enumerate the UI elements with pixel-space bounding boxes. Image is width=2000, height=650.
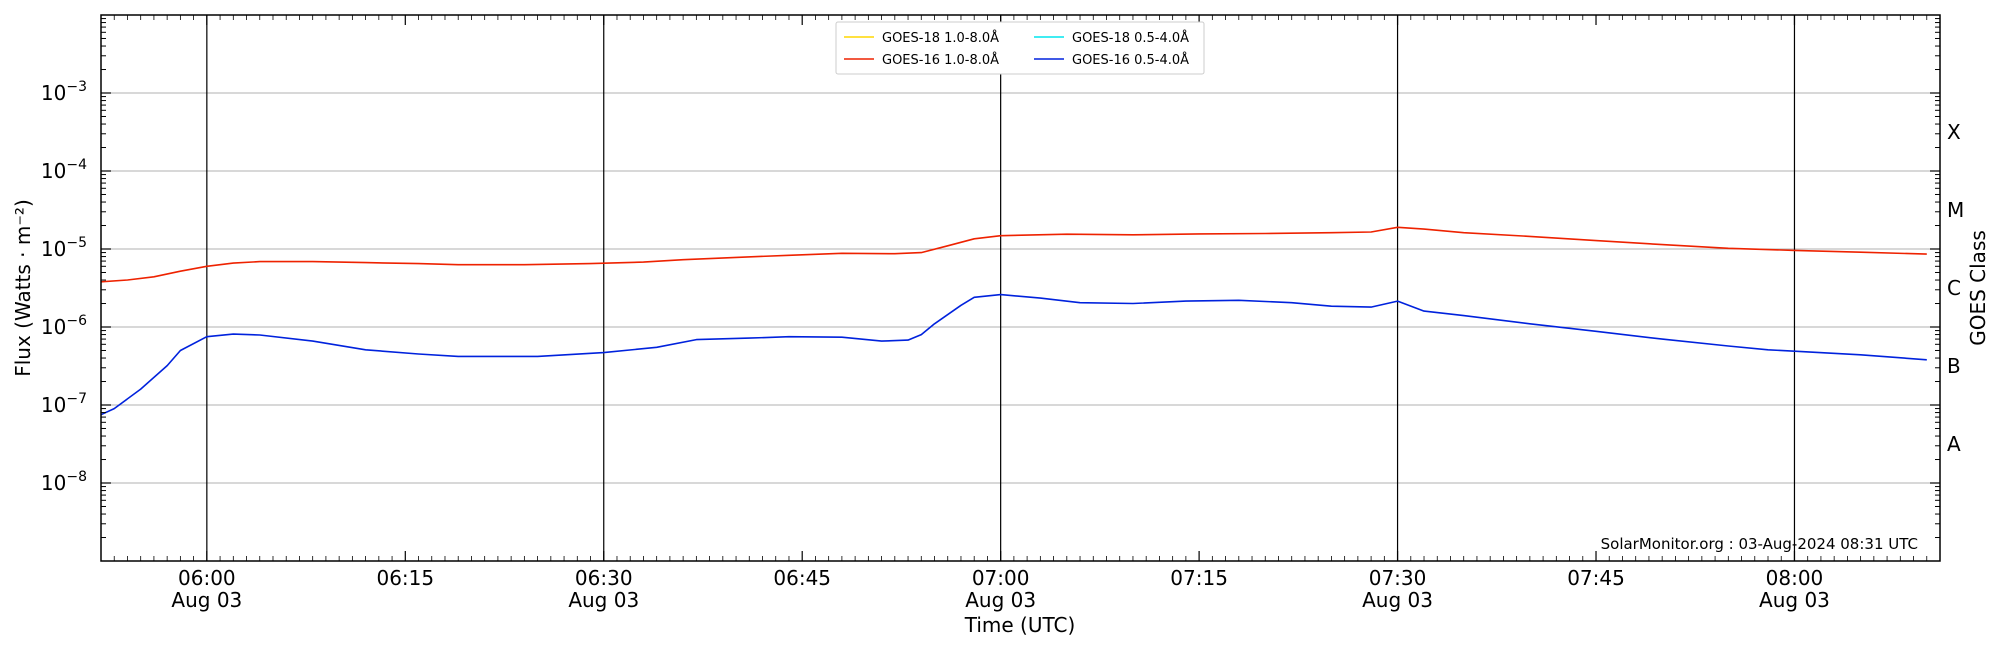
- flux-series: [100, 226, 1927, 416]
- grid-lines: [101, 92, 1940, 484]
- y-tick-label: 10−6: [41, 313, 87, 339]
- x-tick-date-label: Aug 03: [1362, 588, 1433, 612]
- axis-ticks: [100, 15, 1941, 561]
- x-tick-label: 07:30: [1369, 566, 1427, 590]
- x-tick-date-label: Aug 03: [171, 588, 242, 612]
- x-tick-date-label: Aug 03: [1759, 588, 1830, 612]
- credit-text: SolarMonitor.org : 03-Aug-2024 08:31 UTC: [1601, 535, 1918, 553]
- x-tick-label: 08:00: [1766, 566, 1824, 590]
- y-tick-label: 10−4: [41, 157, 87, 183]
- x-tick-label: 07:00: [972, 566, 1030, 590]
- legend-label: GOES-18 0.5-4.0Å: [1072, 30, 1189, 46]
- series-line: [100, 293, 1927, 416]
- legend-label: GOES-18 1.0-8.0Å: [882, 30, 999, 46]
- x-tick-label: 06:15: [376, 566, 434, 590]
- y-tick-label: 10−7: [41, 391, 87, 417]
- y-tick-label: 10−5: [41, 235, 87, 261]
- x-tick-date-label: Aug 03: [568, 588, 639, 612]
- goes-class-label: X: [1947, 120, 1961, 144]
- legend-label: GOES-16 0.5-4.0Å: [1072, 52, 1189, 68]
- day-boundary-lines: [206, 15, 1796, 561]
- x-tick-label: 07:45: [1567, 566, 1625, 590]
- plot-frame: [100, 14, 1941, 562]
- goes-class-label: A: [1947, 432, 1961, 456]
- legend: GOES-18 1.0-8.0Å GOES-16 1.0-8.0Å GOES-18 …: [835, 21, 1205, 75]
- goes-class-axis-title: GOES Class: [1966, 230, 1990, 346]
- y-axis-title: Flux (Watts · m⁻²): [11, 199, 35, 377]
- goes-class-label: C: [1947, 276, 1961, 300]
- legend-label: GOES-16 1.0-8.0Å: [882, 52, 999, 68]
- legend-box: [835, 21, 1205, 75]
- x-tick-date-label: Aug 03: [965, 588, 1036, 612]
- x-tick-label: 06:30: [575, 566, 633, 590]
- y-tick-label: 10−8: [41, 469, 87, 495]
- series-line: [100, 226, 1927, 283]
- x-tick-label: 07:15: [1170, 566, 1228, 590]
- x-tick-label: 06:00: [178, 566, 236, 590]
- goes-class-label: B: [1947, 354, 1961, 378]
- goes-class-label: M: [1947, 198, 1964, 222]
- x-tick-label: 06:45: [773, 566, 831, 590]
- y-tick-label: 10−3: [41, 79, 87, 105]
- x-axis-title: Time (UTC): [964, 613, 1076, 637]
